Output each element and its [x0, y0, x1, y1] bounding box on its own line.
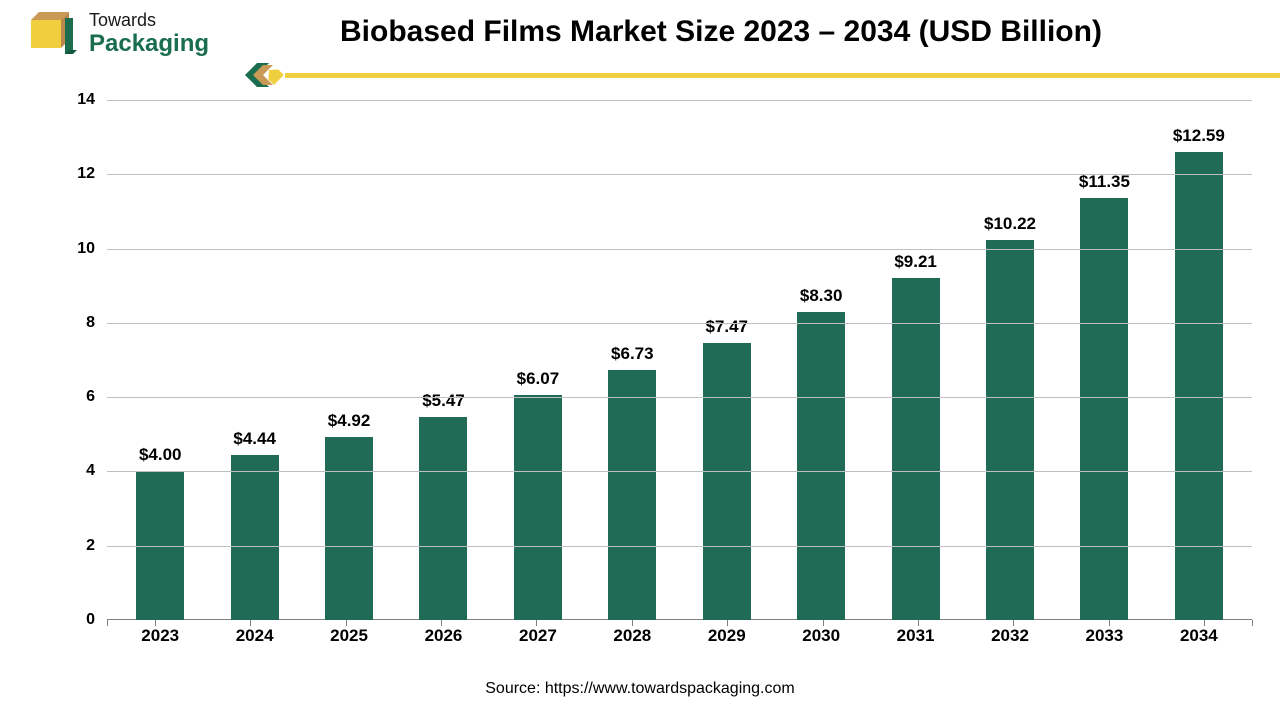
grid-line [107, 249, 1252, 250]
bar-slot: $6.07 [491, 100, 585, 620]
bar [325, 437, 373, 620]
y-tick-label: 12 [77, 165, 95, 183]
bar [419, 417, 467, 620]
logo-text-line1: Towards [89, 11, 209, 31]
y-tick-label: 2 [86, 537, 95, 555]
grid-line [107, 100, 1252, 101]
bar-value-label: $4.00 [139, 445, 182, 465]
y-tick-label: 4 [86, 462, 95, 480]
x-tick-label: 2032 [963, 626, 1057, 646]
divider-line [285, 73, 1280, 78]
bar-slot: $5.47 [396, 100, 490, 620]
x-tick-label: 2027 [491, 626, 585, 646]
y-tick-label: 8 [86, 314, 95, 332]
y-tick-label: 14 [77, 91, 95, 109]
bar-slot: $4.44 [207, 100, 301, 620]
bar-value-label: $4.44 [233, 429, 276, 449]
grid-line [107, 174, 1252, 175]
bar-slot: $9.21 [868, 100, 962, 620]
bar-chart: 02468101214 $4.00$4.44$4.92$5.47$6.07$6.… [45, 100, 1255, 660]
source-text: Source: https://www.towardspackaging.com [0, 680, 1280, 698]
bar [608, 370, 656, 620]
x-tick-label: 2025 [302, 626, 396, 646]
bar-slot: $4.00 [113, 100, 207, 620]
bar [1080, 198, 1128, 620]
bar-slot: $8.30 [774, 100, 868, 620]
logo-box-icon [25, 10, 81, 58]
bar-value-label: $8.30 [800, 286, 843, 306]
title-divider [245, 60, 1280, 90]
y-tick-label: 0 [86, 611, 95, 629]
bar-value-label: $6.07 [517, 369, 560, 389]
y-tick-label: 10 [77, 240, 95, 258]
x-tick-label: 2026 [396, 626, 490, 646]
divider-chevron-icon [245, 60, 285, 90]
bar-slot: $4.92 [302, 100, 396, 620]
x-tick-label: 2023 [113, 626, 207, 646]
bar-value-label: $10.22 [984, 214, 1036, 234]
bar-value-label: $9.21 [894, 252, 937, 272]
x-tick-mark [1252, 620, 1253, 626]
grid-line [107, 471, 1252, 472]
bar-slot: $10.22 [963, 100, 1057, 620]
plot-area: $4.00 $4.44 $4.92 $5.47 $6.07 $6.73 $7.47 $8.30… [107, 100, 1252, 620]
bar-slot: $7.47 [680, 100, 774, 620]
bar [797, 312, 845, 620]
x-tick-label: 2031 [868, 626, 962, 646]
bar-slot: $6.73 [585, 100, 679, 620]
bar-value-label: $4.92 [328, 411, 371, 431]
chart-title: Biobased Films Market Size 2023 – 2034 (… [340, 15, 1102, 49]
grid-line [107, 323, 1252, 324]
bar [231, 455, 279, 620]
x-tick-label: 2028 [585, 626, 679, 646]
grid-line [107, 546, 1252, 547]
bar-value-label: $6.73 [611, 344, 654, 364]
y-tick-label: 6 [86, 388, 95, 406]
header: Towards Packaging Biobased Films Market … [0, 0, 1280, 90]
bar [892, 278, 940, 620]
x-tick-label: 2034 [1152, 626, 1246, 646]
bar [514, 395, 562, 620]
bar-slot: $11.35 [1057, 100, 1151, 620]
y-axis: 02468101214 [45, 100, 105, 620]
bar-value-label: $5.47 [422, 391, 465, 411]
bar-slot: $12.59 [1152, 100, 1246, 620]
x-tick-label: 2029 [680, 626, 774, 646]
x-tick-label: 2024 [207, 626, 301, 646]
bar-value-label: $11.35 [1079, 172, 1130, 192]
bar-value-label: $7.47 [705, 317, 748, 337]
x-axis-labels: 2023202420252026202720282029203020312032… [107, 626, 1252, 646]
bar [703, 343, 751, 620]
bar [1175, 152, 1223, 620]
bars-container: $4.00 $4.44 $4.92 $5.47 $6.07 $6.73 $7.47 $8.30… [107, 100, 1252, 620]
x-tick-label: 2033 [1057, 626, 1151, 646]
logo-text-line2: Packaging [89, 31, 209, 57]
brand-logo: Towards Packaging [25, 10, 209, 58]
x-tick-label: 2030 [774, 626, 868, 646]
bar [986, 240, 1034, 620]
grid-line [107, 397, 1252, 398]
bar-value-label: $12.59 [1173, 126, 1225, 146]
